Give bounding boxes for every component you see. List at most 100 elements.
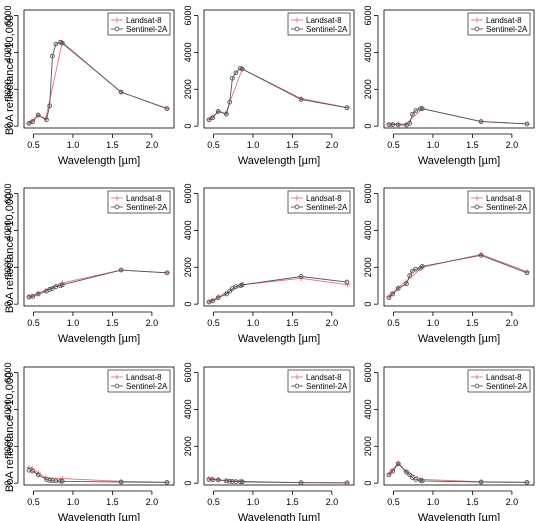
sentinel-2a-point	[215, 295, 221, 301]
x-tick-label: 2.0	[146, 318, 159, 328]
sentinel-2a-point	[390, 291, 396, 297]
sentinel-2a-point	[233, 70, 239, 76]
series-line-sentinel-2a	[208, 479, 347, 484]
legend-box	[467, 190, 531, 214]
chart-panel-3: 0.5 1.0 1.5 2.0 0 2000 4000 6000 Wavelength [µm]…	[363, 6, 535, 167]
sentinel-2a-point	[59, 478, 65, 484]
sentinel-2a-point	[47, 103, 53, 109]
legend-box	[287, 12, 351, 36]
sentinel-2a-point	[239, 66, 245, 72]
y-tick-label: 2000	[3, 79, 13, 99]
legend-marker-sentinel-2a	[474, 383, 480, 389]
sentinel-2a-point	[413, 108, 419, 113]
sentinel-2a-point	[395, 461, 401, 467]
sentinel-2a-point	[407, 121, 413, 126]
sentinel-2a-point	[47, 478, 53, 483]
legend-marker-sentinel-2a	[114, 26, 120, 32]
sentinel-2a-point	[410, 268, 415, 274]
sentinel-2a-point	[418, 106, 423, 111]
legend-marker-sentinel-2a	[294, 26, 300, 32]
x-tick-label: 1.0	[427, 497, 440, 507]
sentinel-2a-point	[215, 109, 221, 114]
sentinel-2a-point	[233, 479, 239, 484]
series-line-sentinel-2a	[28, 269, 167, 298]
y-tick-label: 0	[183, 124, 193, 129]
plot-frame	[383, 187, 535, 307]
sentinel-2a-point	[419, 264, 425, 269]
x-axis-label: Wavelength [µm]	[58, 333, 140, 345]
sentinel-2a-point	[407, 472, 413, 478]
x-axis-label: Wavelength [µm]	[58, 512, 140, 521]
sentinel-2a-point	[35, 472, 41, 478]
y-tick-label: 2000	[183, 436, 193, 456]
y-tick-label: 0	[3, 124, 13, 129]
x-tick-label: 2.0	[146, 497, 159, 507]
sentinel-2a-point	[53, 478, 59, 484]
x-tick-label: 2.0	[326, 318, 339, 328]
y-tick-label: 2000	[183, 79, 193, 99]
x-tick-label: 1.0	[247, 318, 260, 328]
sentinel-2a-point	[419, 478, 425, 484]
x-tick-label: 1.5	[466, 140, 479, 150]
sentinel-2a-point	[390, 122, 396, 128]
y-tick-label: 6000	[183, 6, 193, 26]
y-tick-label: 0	[363, 481, 373, 486]
sentinel-2a-point	[230, 75, 235, 81]
legend-label: Landsat-8	[126, 16, 162, 25]
plot-frame	[203, 366, 355, 486]
x-tick-label: 2.0	[326, 497, 339, 507]
y-tick-label: 4000	[183, 220, 193, 240]
y-tick-label: 4000	[3, 42, 13, 62]
sentinel-2a-point	[59, 40, 65, 46]
x-tick-label: 0.5	[207, 318, 220, 328]
legend-label: Sentinel-2A	[486, 382, 528, 391]
y-tick-label: 2000	[363, 436, 373, 456]
chart-panel-2: 0.5 1.0 1.5 2.0 0 2000 4000 6000 Wavelength [µm]…	[183, 6, 355, 167]
sentinel-2a-point	[386, 472, 392, 478]
x-tick-label: 0.5	[387, 318, 400, 328]
x-axis-label: Wavelength [µm]	[58, 155, 140, 167]
x-axis-label: Wavelength [µm]	[238, 333, 320, 345]
sentinel-2a-point	[298, 274, 304, 279]
x-tick-label: 0.5	[207, 497, 220, 507]
sentinel-2a-point	[44, 117, 49, 123]
sentinel-2a-point	[118, 267, 124, 273]
series-line-sentinel-2a	[28, 41, 168, 124]
plot-frame	[23, 187, 175, 307]
series-line-sentinel-2a	[208, 67, 347, 121]
plot-frame	[23, 9, 175, 129]
x-tick-label: 0.5	[27, 497, 40, 507]
sentinel-2a-point	[224, 478, 229, 484]
sentinel-2a-point	[344, 105, 350, 111]
legend-label: Sentinel-2A	[126, 25, 168, 34]
sentinel-2a-point	[164, 106, 170, 111]
sentinel-2a-point	[210, 298, 216, 304]
legend-label: Landsat-8	[486, 194, 522, 203]
legend-box	[107, 190, 171, 214]
y-tick-label: 6000	[183, 184, 193, 204]
sentinel-2a-point	[386, 295, 392, 301]
legend-label: Sentinel-2A	[306, 25, 348, 34]
sentinel-2a-point	[118, 479, 124, 485]
sentinel-2a-point	[58, 478, 63, 484]
sentinel-2a-point	[50, 53, 55, 59]
legend-label: Landsat-8	[126, 194, 162, 203]
sentinel-2a-point	[395, 122, 401, 128]
legend-marker-sentinel-2a	[114, 204, 120, 210]
x-tick-label: 2.0	[506, 140, 519, 150]
chart-panel-7: 0.5 1.0 1.5 2.0 0 2000 4000 6000 Wavelength [µm]…	[3, 363, 175, 521]
x-tick-label: 2.0	[146, 140, 159, 150]
sentinel-2a-point	[230, 286, 235, 291]
y-tick-label: 4000	[363, 220, 373, 240]
y-tick-label: 4000	[363, 42, 373, 62]
x-tick-label: 1.5	[106, 318, 119, 328]
x-axis-label: Wavelength [µm]	[418, 155, 500, 167]
y-tick-label: 4000	[363, 399, 373, 419]
plot-frame	[203, 9, 355, 129]
x-tick-label: 1.5	[286, 318, 299, 328]
sentinel-2a-point	[239, 282, 245, 288]
x-tick-label: 1.0	[67, 140, 80, 150]
x-tick-label: 1.0	[67, 318, 80, 328]
legend-label: Landsat-8	[306, 16, 342, 25]
